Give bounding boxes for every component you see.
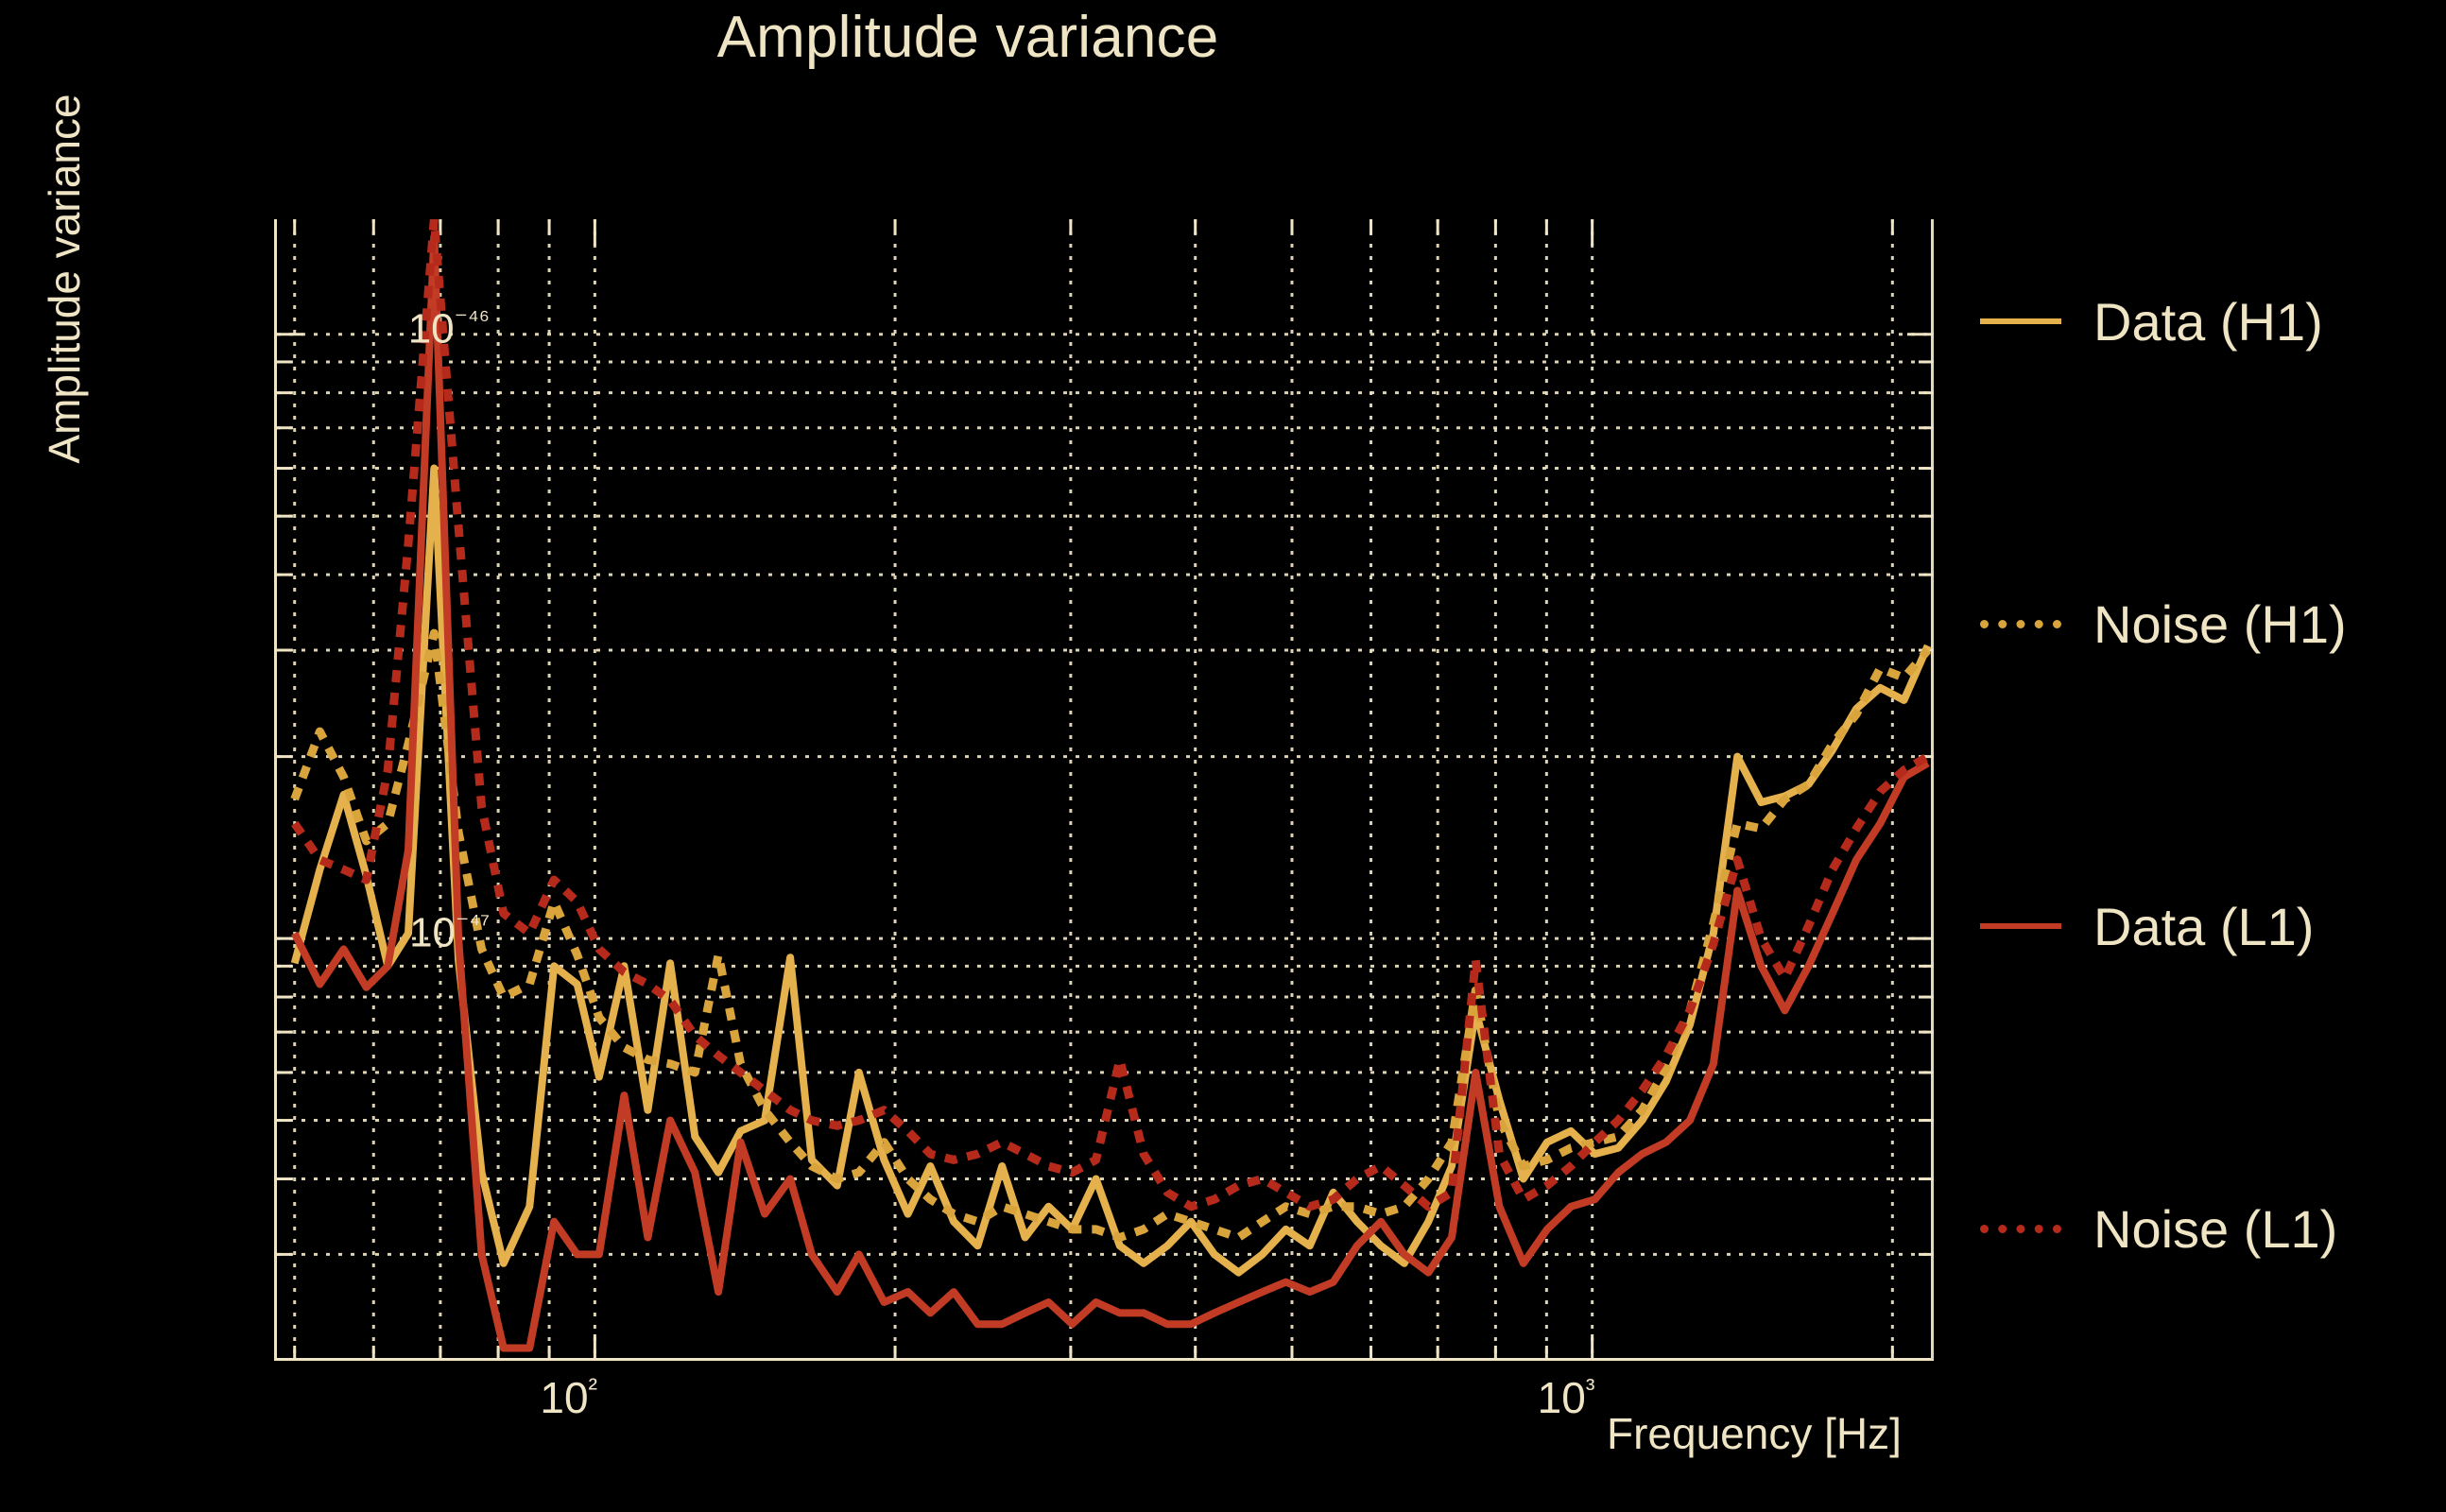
legend-swatch-solid-line-icon — [1980, 923, 2061, 929]
legend-label: Noise (H1) — [2093, 593, 2347, 654]
data-series-group — [290, 219, 1932, 1352]
chart-legend: Data (H1) Noise (H1) Data (L1) Noise (L1) — [1980, 170, 2424, 1380]
legend-item-noise-h1[interactable]: Noise (H1) — [1980, 472, 2424, 775]
legend-item-noise-l1[interactable]: Noise (L1) — [1980, 1077, 2424, 1380]
series-line-data-h1 — [290, 464, 1932, 1277]
legend-swatch-solid-line-icon — [1980, 318, 2061, 324]
x-axis-label: Frequency [Hz] — [1607, 1409, 1902, 1458]
x-tick-label: 10³ — [1537, 1373, 1595, 1422]
legend-label: Noise (L1) — [2093, 1198, 2338, 1259]
legend-label: Data (L1) — [2093, 896, 2315, 956]
y-axis-label: Amplitude variance — [40, 94, 89, 464]
legend-item-data-h1[interactable]: Data (H1) — [1980, 170, 2424, 472]
grid-lines — [277, 219, 1934, 1361]
chart-title: Amplitude variance — [716, 5, 1219, 70]
legend-swatch-dotted-line-icon — [1980, 1224, 2061, 1233]
y-tick-label: 10⁻⁴⁷ — [409, 908, 490, 956]
legend-item-data-l1[interactable]: Data (L1) — [1980, 775, 2424, 1077]
legend-swatch-dotted-line-icon — [1980, 619, 2061, 628]
y-tick-label: 10⁻⁴⁶ — [407, 303, 490, 352]
x-tick-label: 10² — [540, 1373, 598, 1422]
series-line-data-l1 — [291, 232, 1930, 1352]
series-line-noise-h1 — [290, 628, 1932, 1242]
legend-label: Data (H1) — [2093, 291, 2323, 352]
series-line-noise-l1 — [291, 219, 1930, 1211]
plot-area — [274, 219, 1934, 1361]
